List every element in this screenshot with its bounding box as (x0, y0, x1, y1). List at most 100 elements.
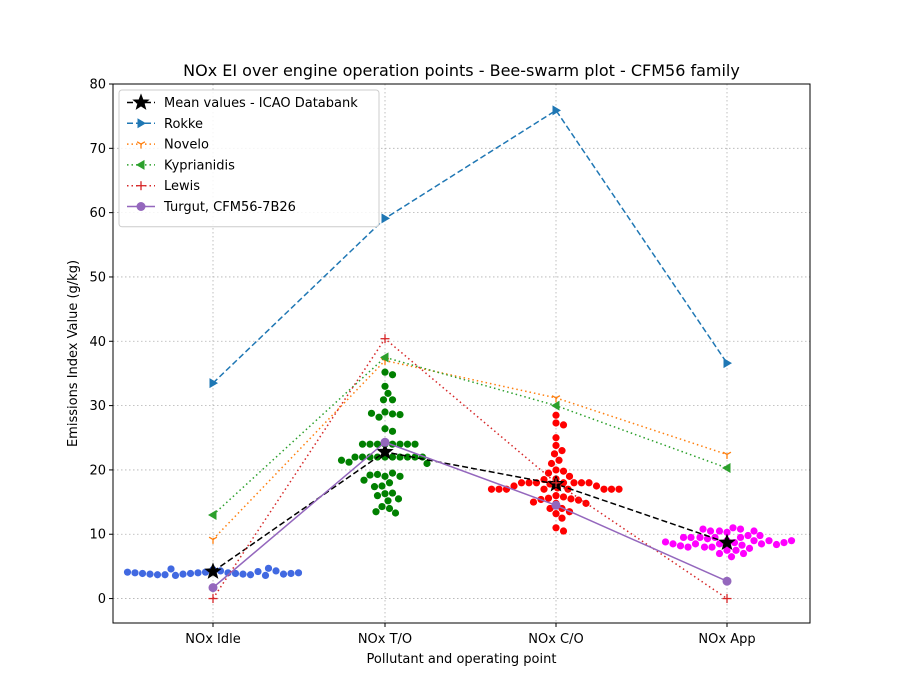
swarm-point (146, 570, 154, 578)
swarm-point (570, 479, 578, 487)
swarm-point (607, 485, 616, 493)
swarm-point (787, 537, 796, 545)
swarm-point (552, 524, 560, 532)
legend-label: Kyprianidis (164, 158, 235, 173)
triangle-right-marker (209, 378, 218, 389)
tri-down-stroke (212, 536, 218, 540)
plus-marker (722, 594, 732, 604)
legend-label: Mean values - ICAO Databank (164, 96, 358, 111)
swarm-point (366, 440, 374, 448)
swarm-point (388, 371, 397, 379)
swarm-point (780, 539, 788, 547)
swarm-point (592, 482, 601, 490)
y-tick-label: 70 (89, 142, 106, 157)
series-line (212, 109, 728, 384)
swarm-point (388, 469, 397, 477)
star-marker (376, 442, 394, 460)
swarm-point (565, 472, 574, 480)
swarm-point (375, 413, 383, 421)
swarm-point (744, 531, 752, 540)
swarm-point (388, 453, 397, 461)
swarm-point (544, 469, 553, 477)
swarm-point (615, 485, 623, 493)
swarm-point (552, 466, 560, 474)
swarm-point (388, 396, 397, 404)
legend-box (118, 89, 380, 228)
swarm-point (381, 368, 389, 376)
tri-down-stroke (551, 395, 557, 399)
chart-title: NOx EI over engine operation points - Be… (183, 61, 740, 80)
triangle-left-marker (551, 400, 560, 411)
tri-down-stroke (140, 141, 146, 145)
swarm-point (550, 450, 559, 458)
tri-down-marker (136, 141, 146, 149)
swarm-point (696, 533, 704, 542)
series-line (212, 337, 728, 600)
swarm-point (772, 540, 781, 549)
swarm-point (552, 492, 560, 500)
swarm-point (345, 458, 353, 466)
star-marker (204, 562, 222, 579)
swarm-point (131, 569, 139, 577)
series-line (212, 441, 728, 589)
swarm-point (736, 525, 745, 533)
swarm-point (388, 410, 397, 418)
y-tick-label: 20 (89, 463, 106, 478)
swarm-point (385, 504, 394, 513)
tri-down-stroke (208, 536, 214, 540)
swarm-point (394, 495, 403, 503)
swarm-point (411, 440, 419, 448)
triangle-left-marker (380, 352, 389, 363)
swarm-point (194, 569, 202, 577)
swarm-point (495, 485, 503, 493)
swarm-point (544, 494, 553, 502)
tri-down-stroke (136, 141, 142, 145)
swarm-point (381, 490, 389, 498)
swarm-point (552, 510, 560, 518)
swarm-point (558, 514, 566, 522)
swarm-point (727, 553, 736, 561)
swarm-point (552, 411, 560, 419)
swarm-point (396, 472, 404, 480)
swarm-point (525, 479, 533, 487)
swarm-point (378, 482, 386, 490)
swarm-point (700, 543, 709, 551)
swarm-point (529, 498, 538, 506)
swarm-point (564, 485, 572, 493)
triangle-right-marker (723, 358, 732, 369)
triangle-right-marker (552, 105, 561, 116)
swarm-point (171, 571, 180, 580)
swarm-point (351, 453, 359, 461)
swarm-point (239, 570, 247, 578)
y-tick-label: 50 (89, 270, 106, 285)
swarm-point (381, 382, 389, 390)
swarm-point (729, 524, 737, 532)
series-line (212, 356, 728, 516)
tri-down-stroke (726, 451, 732, 456)
legend-label: Novelo (164, 138, 209, 153)
series-group (208, 357, 732, 544)
triangle-left-marker (722, 462, 731, 473)
swarm-point (384, 389, 392, 397)
swarm-point (756, 531, 764, 540)
swarm-point (381, 472, 389, 480)
swarm-point (370, 483, 379, 491)
swarm-point (510, 482, 518, 490)
swarm-point (366, 453, 374, 461)
circle-marker (551, 500, 561, 510)
y-tick-label: 0 (98, 592, 106, 607)
swarm-point (699, 525, 707, 533)
series-group (209, 105, 732, 389)
swarm-point (264, 564, 273, 572)
legend-label: Rokke (164, 117, 203, 132)
star-marker (132, 93, 150, 110)
swarm-point (287, 569, 295, 578)
swarm-point (337, 456, 346, 464)
swarm-point (358, 440, 367, 448)
swarm-point (384, 497, 392, 505)
tri-down-marker (722, 451, 732, 459)
y-tick-label: 10 (89, 528, 106, 543)
circle-marker (208, 583, 218, 593)
series-line (212, 359, 728, 540)
x-tick-label: NOx T/O (358, 632, 412, 647)
